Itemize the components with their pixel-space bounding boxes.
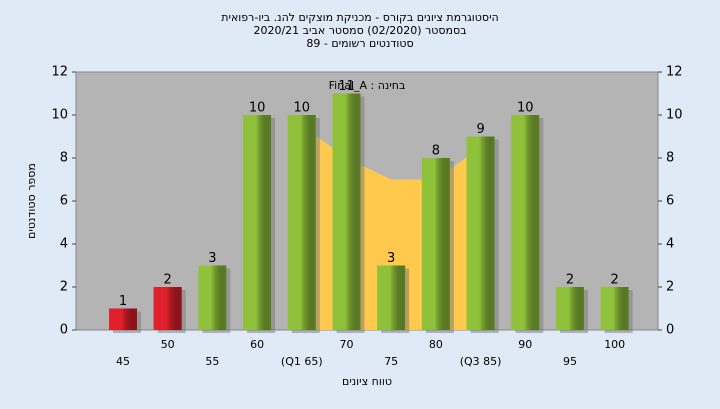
bar <box>198 265 227 330</box>
x-tick-label: 100 <box>604 338 625 351</box>
x-tick-label: 45 <box>116 355 130 368</box>
chart-subtitle: בסמסטר (02/2020) סמסטר אביב 2020/21 <box>253 24 466 37</box>
bar <box>153 287 182 330</box>
y-tick-label: 4 <box>60 237 68 252</box>
x-tick-label: 55 <box>205 355 219 368</box>
value-label: 2 <box>566 273 574 288</box>
value-label: 3 <box>387 251 395 266</box>
y-tick-label: 8 <box>60 151 68 166</box>
value-label: 10 <box>517 101 534 116</box>
y2-tick-label: 12 <box>666 65 683 80</box>
x-axis-label: טווח ציונים <box>342 375 392 388</box>
y-axis-label: מספר סטודנטים <box>25 163 38 239</box>
x-tick-label: 50 <box>161 338 175 351</box>
y2-tick-label: 4 <box>666 237 674 252</box>
chart-title: היסטוגרמת ציונים בקורס - מכניקת מוצקים ל… <box>221 11 498 24</box>
y-tick-label: 0 <box>60 323 68 338</box>
y-tick-label: 6 <box>60 194 68 209</box>
value-label: 10 <box>249 101 266 116</box>
y2-tick-label: 10 <box>666 108 683 123</box>
value-label: 2 <box>611 273 619 288</box>
x-tick-label: 95 <box>563 355 577 368</box>
y-tick-label: 12 <box>51 65 68 80</box>
value-label: 8 <box>432 144 440 159</box>
annotation: Final_A : בחינה <box>329 79 406 92</box>
value-label: 1 <box>119 294 127 309</box>
bar <box>377 265 406 330</box>
bar <box>600 287 629 330</box>
value-label: 9 <box>476 122 484 137</box>
y2-tick-label: 0 <box>666 323 674 338</box>
bar <box>511 115 540 330</box>
x-tick-label: (Q3 85) <box>460 355 502 368</box>
value-label: 11 <box>338 79 355 94</box>
bar <box>109 308 137 330</box>
value-label: 10 <box>294 101 311 116</box>
y2-tick-label: 2 <box>666 280 674 295</box>
x-tick-label: 70 <box>340 338 354 351</box>
x-tick-label: 80 <box>429 338 443 351</box>
y-tick-label: 10 <box>51 108 68 123</box>
y2-tick-label: 6 <box>666 194 674 209</box>
x-tick-label: 75 <box>384 355 398 368</box>
x-tick-label: (Q1 65) <box>281 355 323 368</box>
y2-tick-label: 8 <box>666 151 674 166</box>
bar <box>332 93 361 330</box>
bar <box>556 287 584 330</box>
x-tick-label: 60 <box>250 338 264 351</box>
x-tick-label: 90 <box>518 338 532 351</box>
bar <box>243 115 272 330</box>
value-label: 3 <box>208 251 216 266</box>
y-tick-label: 2 <box>60 280 68 295</box>
chart-subtitle: סטודנטים רשומים - 89 <box>306 37 413 50</box>
value-label: 2 <box>164 273 172 288</box>
bar <box>421 158 450 330</box>
bar <box>287 115 316 330</box>
bar <box>466 136 495 330</box>
